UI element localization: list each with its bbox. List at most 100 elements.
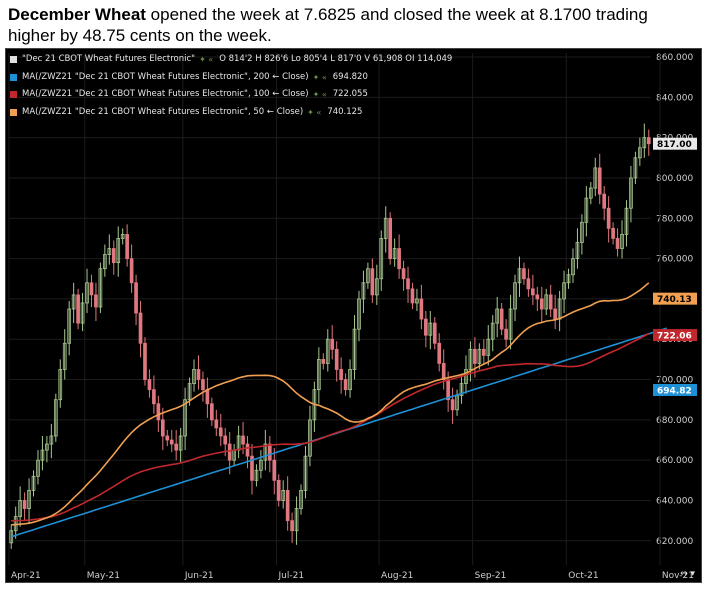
candle-body bbox=[437, 342, 442, 364]
candle-body bbox=[348, 369, 352, 391]
candle-body bbox=[85, 282, 89, 304]
candle-body bbox=[517, 268, 522, 284]
candle-body bbox=[254, 469, 259, 481]
candle-body bbox=[406, 278, 410, 290]
candle-body bbox=[276, 479, 281, 501]
candle-body bbox=[143, 342, 147, 380]
legend-settings-icon[interactable]: ✦ « bbox=[199, 55, 214, 64]
candle-body bbox=[593, 167, 598, 189]
candle-body bbox=[267, 443, 272, 461]
candle-body bbox=[486, 338, 491, 356]
candle-body bbox=[513, 282, 517, 310]
candle-body bbox=[553, 308, 557, 320]
candle-body bbox=[169, 439, 174, 445]
x-tick-label: Apr-21 bbox=[11, 571, 41, 581]
y-tick-label: 840.000 bbox=[656, 93, 693, 103]
ma50-line bbox=[11, 282, 650, 526]
candle-body bbox=[125, 234, 129, 260]
chart-panel[interactable]: 620.000640.000660.000680.000700.000720.0… bbox=[5, 48, 702, 583]
candle-body bbox=[450, 399, 455, 411]
candle-body bbox=[80, 302, 85, 324]
candle-body bbox=[531, 288, 535, 296]
axis-scale-control[interactable]: ↔ ▾ bbox=[680, 569, 695, 579]
candle-body bbox=[107, 248, 112, 255]
candle-body bbox=[468, 348, 473, 370]
candle-body bbox=[495, 308, 500, 324]
candle-body bbox=[432, 322, 437, 344]
candle-body bbox=[147, 379, 152, 391]
candle-body bbox=[281, 490, 286, 501]
candle-body bbox=[392, 248, 397, 260]
legend-row-ma200[interactable]: MA(/ZWZ21 "Dec 21 CBOT Wheat Futures Ele… bbox=[10, 69, 452, 87]
y-tick-label: 640.000 bbox=[656, 496, 693, 506]
candle-body bbox=[588, 187, 593, 199]
candle-body bbox=[138, 312, 143, 344]
price-tag bbox=[653, 329, 697, 342]
candle-body bbox=[580, 221, 584, 243]
candle-body bbox=[419, 298, 424, 320]
candle-body bbox=[27, 490, 31, 509]
legend-row-ma50[interactable]: MA(/ZWZ21 "Dec 21 CBOT Wheat Futures Ele… bbox=[10, 104, 452, 122]
x-tick-label: May-21 bbox=[87, 571, 120, 581]
x-tick-label: Jun-21 bbox=[184, 571, 214, 581]
price-tag bbox=[653, 137, 697, 150]
candle-body bbox=[40, 449, 45, 461]
candle-body bbox=[357, 298, 361, 330]
legend-row-price[interactable]: "Dec 21 CBOT Wheat Futures Electronic" ✦… bbox=[10, 51, 452, 69]
candle-body bbox=[526, 278, 531, 290]
candle-body bbox=[152, 389, 156, 405]
candle-body bbox=[602, 193, 607, 209]
candle-body bbox=[18, 500, 22, 518]
candle-body bbox=[352, 328, 357, 370]
candle-body bbox=[508, 308, 513, 340]
y-tick-label: 660.000 bbox=[656, 456, 693, 466]
ma100-line bbox=[11, 332, 650, 522]
y-tick-label: 860.000 bbox=[656, 53, 693, 63]
price-tag-label: 740.13 bbox=[657, 295, 692, 305]
price-tag bbox=[653, 383, 697, 396]
candle-body bbox=[210, 403, 214, 421]
candle-body bbox=[548, 294, 553, 310]
candle-body bbox=[165, 435, 170, 441]
candle-body bbox=[218, 427, 223, 437]
candle-body bbox=[388, 217, 393, 260]
candle-body bbox=[192, 369, 196, 384]
legend-swatch-ma200 bbox=[10, 73, 17, 81]
legend-settings-icon[interactable]: ✦ « bbox=[307, 107, 322, 117]
legend-settings-icon[interactable]: ✦ « bbox=[312, 90, 327, 99]
candle-body bbox=[31, 475, 36, 491]
candle-body bbox=[383, 217, 388, 239]
candle-body bbox=[646, 137, 651, 145]
candle-body bbox=[544, 294, 549, 310]
candle-body bbox=[214, 419, 219, 429]
candle-body bbox=[22, 500, 27, 509]
candle-body bbox=[250, 455, 254, 481]
candle-body bbox=[321, 358, 326, 364]
candle-body bbox=[571, 258, 575, 276]
candle-body bbox=[504, 328, 508, 340]
candle-body bbox=[477, 348, 482, 364]
headline-text: opened the week at 7.6825 and closed the… bbox=[8, 5, 648, 45]
candle-body bbox=[597, 167, 602, 195]
candle-body bbox=[227, 443, 232, 461]
candle-body bbox=[566, 274, 571, 284]
candle-body bbox=[397, 248, 401, 270]
candle-body bbox=[120, 234, 125, 239]
price-tag-label: 817.00 bbox=[657, 140, 692, 150]
candle-body bbox=[473, 348, 477, 364]
x-tick-label: Sep-21 bbox=[475, 571, 507, 581]
candle-body bbox=[642, 137, 647, 149]
y-tick-label: 700.000 bbox=[656, 376, 693, 386]
candle-body bbox=[156, 403, 161, 421]
candle-body bbox=[459, 383, 464, 397]
x-tick-label: Nov-21 bbox=[662, 571, 694, 581]
candle-body bbox=[178, 435, 183, 451]
legend-swatch-price bbox=[10, 56, 17, 64]
candle-body bbox=[428, 322, 433, 336]
legend-settings-icon[interactable]: ✦ « bbox=[312, 72, 327, 82]
legend-row-ma100[interactable]: MA(/ZWZ21 "Dec 21 CBOT Wheat Futures Ele… bbox=[10, 86, 452, 104]
candle-body bbox=[45, 443, 49, 451]
candlestick-chart[interactable]: 620.000640.000660.000680.000700.000720.0… bbox=[6, 49, 701, 582]
candle-body bbox=[89, 282, 94, 296]
candle-body bbox=[241, 435, 245, 445]
